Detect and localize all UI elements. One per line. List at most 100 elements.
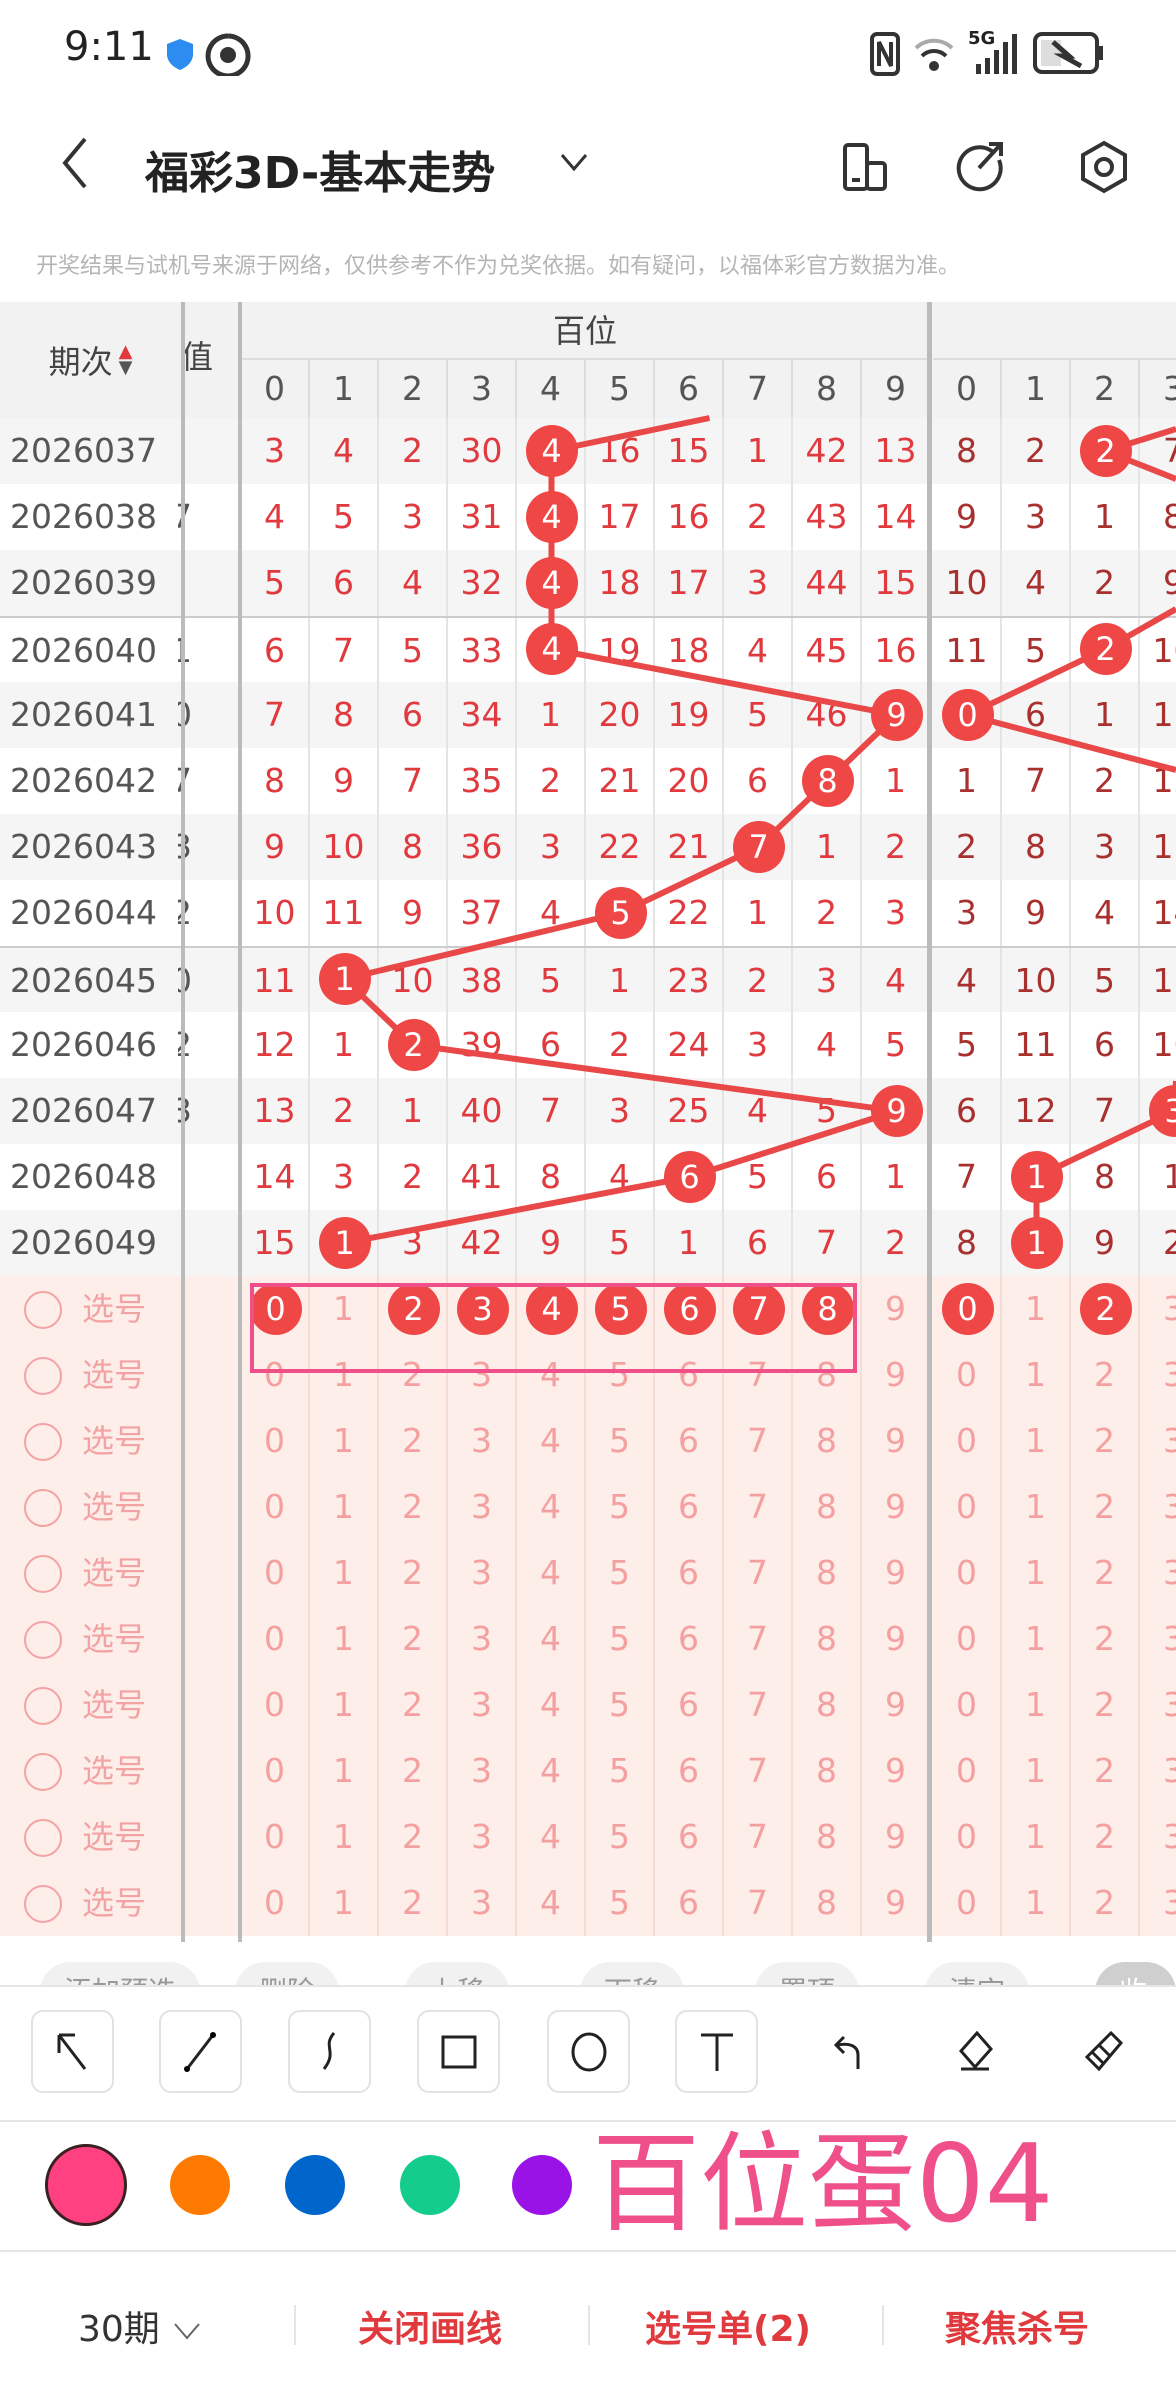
clear-brush-button[interactable] — [1061, 2010, 1144, 2093]
select-digit[interactable]: 2 — [379, 1606, 448, 1672]
select-digit[interactable]: 3 — [1140, 1870, 1176, 1936]
select-digit[interactable]: 5 — [586, 1474, 655, 1540]
select-digit[interactable]: 0 — [241, 1870, 310, 1936]
select-digit[interactable]: 8 — [793, 1738, 862, 1804]
select-digit[interactable]: 1 — [1002, 1870, 1071, 1936]
select-digit[interactable]: 2 — [379, 1672, 448, 1738]
select-digit[interactable]: 7 — [724, 1672, 793, 1738]
select-digit[interactable]: 4 — [517, 1672, 586, 1738]
layout-icon[interactable] — [840, 142, 890, 192]
select-digit[interactable]: 1 — [310, 1738, 379, 1804]
select-digit[interactable]: 2 — [1071, 1870, 1140, 1936]
select-digit[interactable]: 2 — [1071, 1738, 1140, 1804]
period-header[interactable]: 期次 ▲ ▼ — [0, 302, 181, 418]
select-checkbox[interactable] — [24, 1423, 62, 1461]
select-digit[interactable]: 3 — [1140, 1474, 1176, 1540]
select-digit[interactable]: 2 — [1071, 1474, 1140, 1540]
select-digit[interactable]: 3 — [448, 1408, 517, 1474]
share-icon[interactable] — [955, 140, 1007, 192]
select-checkbox[interactable] — [24, 1687, 62, 1725]
select-digit[interactable]: 2 — [1071, 1540, 1140, 1606]
select-digit[interactable]: 0 — [933, 1342, 1002, 1408]
select-digit[interactable]: 4 — [517, 1738, 586, 1804]
undo-button[interactable] — [804, 2010, 887, 2093]
select-checkbox[interactable] — [24, 1819, 62, 1857]
select-digit[interactable]: 6 — [655, 1342, 724, 1408]
select-digit[interactable] — [1071, 1276, 1140, 1342]
eraser-button[interactable] — [933, 2010, 1016, 2093]
select-digit[interactable]: 0 — [933, 1474, 1002, 1540]
select-digit[interactable]: 8 — [793, 1804, 862, 1870]
select-digit[interactable]: 2 — [379, 1738, 448, 1804]
select-digit[interactable]: 4 — [517, 1804, 586, 1870]
select-digit[interactable] — [724, 1276, 793, 1342]
select-digit[interactable]: 3 — [1140, 1540, 1176, 1606]
select-digit[interactable]: 2 — [1071, 1672, 1140, 1738]
select-digit[interactable]: 1 — [310, 1276, 379, 1342]
select-digit[interactable]: 7 — [724, 1606, 793, 1672]
select-digit[interactable]: 1 — [310, 1606, 379, 1672]
select-digit[interactable]: 1 — [310, 1342, 379, 1408]
close-draw-button[interactable]: 关闭画线 — [358, 2309, 503, 2350]
select-digit[interactable]: 8 — [793, 1606, 862, 1672]
select-digit[interactable]: 5 — [586, 1870, 655, 1936]
select-digit[interactable]: 7 — [724, 1540, 793, 1606]
line-tool-button[interactable] — [159, 2010, 242, 2093]
select-digit[interactable]: 4 — [517, 1342, 586, 1408]
select-digit[interactable]: 6 — [655, 1474, 724, 1540]
select-digit[interactable]: 4 — [517, 1540, 586, 1606]
select-digit[interactable]: 2 — [379, 1540, 448, 1606]
select-digit[interactable]: 3 — [1140, 1276, 1176, 1342]
focus-kill-button[interactable]: 聚焦杀号 — [945, 2309, 1090, 2350]
select-digit[interactable]: 3 — [448, 1342, 517, 1408]
select-digit[interactable]: 6 — [655, 1870, 724, 1936]
select-digit[interactable]: 3 — [1140, 1672, 1176, 1738]
select-digit[interactable]: 3 — [1140, 1342, 1176, 1408]
select-digit[interactable]: 6 — [655, 1672, 724, 1738]
select-digit[interactable]: 0 — [241, 1738, 310, 1804]
select-digit[interactable]: 3 — [448, 1474, 517, 1540]
select-digit[interactable]: 0 — [933, 1540, 1002, 1606]
select-digit[interactable]: 2 — [379, 1474, 448, 1540]
select-digit[interactable]: 8 — [793, 1408, 862, 1474]
text-tool-button[interactable] — [675, 2010, 758, 2093]
select-digit[interactable]: 3 — [448, 1738, 517, 1804]
select-digit[interactable]: 7 — [724, 1738, 793, 1804]
select-digit[interactable] — [379, 1276, 448, 1342]
select-digit[interactable]: 1 — [1002, 1408, 1071, 1474]
curve-tool-button[interactable] — [288, 2010, 371, 2093]
select-digit[interactable]: 6 — [655, 1408, 724, 1474]
select-digit[interactable]: 1 — [1002, 1276, 1071, 1342]
period-select[interactable]: 30期 — [78, 2300, 202, 2352]
rectangle-tool-button[interactable] — [417, 2010, 500, 2093]
select-digit[interactable]: 0 — [241, 1672, 310, 1738]
select-digit[interactable]: 3 — [448, 1672, 517, 1738]
select-digit[interactable]: 5 — [586, 1804, 655, 1870]
select-digit[interactable]: 3 — [1140, 1606, 1176, 1672]
select-checkbox[interactable] — [24, 1555, 62, 1593]
select-digit[interactable]: 2 — [379, 1408, 448, 1474]
select-digit[interactable]: 4 — [517, 1408, 586, 1474]
select-digit[interactable]: 0 — [241, 1342, 310, 1408]
select-digit[interactable]: 3 — [1140, 1738, 1176, 1804]
select-digit[interactable]: 0 — [241, 1804, 310, 1870]
select-digit[interactable]: 6 — [655, 1738, 724, 1804]
select-digit[interactable]: 0 — [241, 1474, 310, 1540]
select-digit[interactable]: 7 — [724, 1804, 793, 1870]
select-digit[interactable]: 2 — [379, 1870, 448, 1936]
select-digit[interactable]: 0 — [933, 1606, 1002, 1672]
select-checkbox[interactable] — [24, 1885, 62, 1923]
chevron-down-icon[interactable] — [558, 151, 590, 175]
select-checkbox[interactable] — [24, 1357, 62, 1395]
select-digit[interactable]: 4 — [517, 1870, 586, 1936]
select-digit[interactable]: 1 — [1002, 1540, 1071, 1606]
color-swatch[interactable] — [285, 2155, 345, 2215]
select-digit[interactable]: 8 — [793, 1672, 862, 1738]
select-digit[interactable]: 7 — [724, 1474, 793, 1540]
select-checkbox[interactable] — [24, 1291, 62, 1329]
select-digit[interactable]: 5 — [586, 1408, 655, 1474]
select-digit[interactable]: 1 — [1002, 1474, 1071, 1540]
select-digit[interactable]: 2 — [379, 1342, 448, 1408]
select-digit[interactable] — [933, 1276, 1002, 1342]
select-digit[interactable]: 0 — [933, 1672, 1002, 1738]
